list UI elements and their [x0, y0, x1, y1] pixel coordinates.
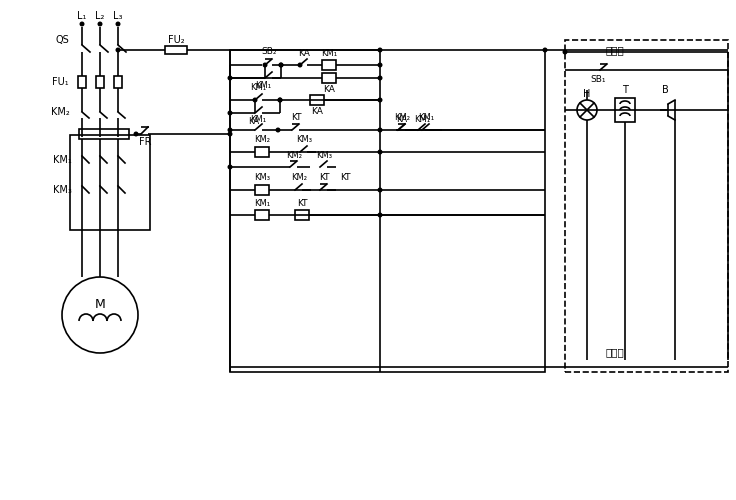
- Bar: [79, 129, 129, 139]
- Text: QS: QS: [55, 35, 69, 45]
- Circle shape: [263, 62, 267, 68]
- Text: KT: KT: [291, 114, 301, 122]
- Bar: [70, 135, 150, 230]
- Circle shape: [378, 98, 383, 102]
- Bar: [295, 210, 309, 220]
- Text: KM₂: KM₂: [291, 174, 307, 182]
- Text: M: M: [95, 298, 105, 312]
- Circle shape: [227, 128, 233, 132]
- Bar: [255, 147, 269, 157]
- Text: KM₂: KM₂: [254, 136, 270, 144]
- Circle shape: [562, 50, 567, 54]
- Text: KM₁: KM₁: [53, 155, 71, 165]
- Text: L₃: L₃: [113, 11, 123, 21]
- Circle shape: [277, 98, 283, 102]
- Bar: [255, 185, 269, 195]
- Text: FU₂: FU₂: [168, 35, 184, 45]
- Text: KT: KT: [319, 174, 329, 182]
- Circle shape: [133, 132, 138, 136]
- Text: KM₃: KM₃: [52, 185, 71, 195]
- Bar: [310, 95, 324, 105]
- Text: KM₂: KM₂: [394, 114, 410, 122]
- Text: KA: KA: [311, 108, 323, 116]
- Text: KM₁: KM₁: [418, 114, 434, 122]
- Circle shape: [227, 164, 233, 170]
- Text: KM₁: KM₁: [250, 114, 266, 124]
- Text: KM₁: KM₁: [321, 48, 337, 58]
- Text: KM₃: KM₃: [254, 174, 270, 182]
- Text: KM₃: KM₃: [296, 136, 312, 144]
- Text: SB₂: SB₂: [261, 48, 277, 56]
- Text: KM₃: KM₃: [316, 150, 332, 160]
- Text: SB₁: SB₁: [590, 76, 606, 84]
- Text: KM₂: KM₂: [51, 107, 69, 117]
- Circle shape: [542, 48, 548, 52]
- Bar: [165, 46, 187, 54]
- Text: KA: KA: [249, 118, 260, 126]
- Circle shape: [378, 188, 383, 192]
- Circle shape: [79, 22, 85, 26]
- Circle shape: [227, 76, 233, 80]
- Text: FU₁: FU₁: [52, 77, 68, 87]
- Circle shape: [252, 98, 258, 102]
- Bar: [96, 76, 104, 88]
- Text: B: B: [662, 85, 668, 95]
- Text: KM₂: KM₂: [286, 150, 302, 160]
- Text: KM₁: KM₁: [414, 114, 430, 124]
- Bar: [322, 73, 336, 83]
- Circle shape: [227, 132, 233, 136]
- Circle shape: [378, 212, 383, 218]
- Text: KM₁: KM₁: [250, 84, 266, 92]
- Text: KA: KA: [323, 86, 335, 94]
- Circle shape: [97, 22, 102, 26]
- Circle shape: [378, 128, 383, 132]
- Text: 控制室: 控制室: [606, 347, 624, 357]
- Circle shape: [278, 62, 283, 68]
- Text: KA: KA: [397, 114, 408, 124]
- Text: KT: KT: [340, 174, 350, 182]
- Bar: [78, 76, 86, 88]
- Bar: [114, 76, 122, 88]
- Circle shape: [378, 76, 383, 80]
- Bar: [615, 98, 635, 122]
- Circle shape: [275, 128, 280, 132]
- Text: T: T: [622, 85, 628, 95]
- Circle shape: [116, 22, 121, 26]
- Circle shape: [278, 62, 283, 68]
- Circle shape: [378, 150, 383, 154]
- Circle shape: [116, 48, 121, 52]
- Text: KT: KT: [297, 198, 307, 207]
- Circle shape: [378, 62, 383, 68]
- Text: KM₁: KM₁: [254, 198, 270, 207]
- Circle shape: [297, 62, 302, 68]
- Circle shape: [227, 110, 233, 116]
- Bar: [322, 60, 336, 70]
- Circle shape: [277, 98, 283, 102]
- Text: KA: KA: [298, 48, 310, 58]
- Text: L₂: L₂: [96, 11, 105, 21]
- Bar: [230, 50, 545, 372]
- Text: 信号灯: 信号灯: [606, 45, 624, 55]
- Text: FR: FR: [139, 137, 152, 147]
- Bar: [255, 210, 269, 220]
- Text: KM₁: KM₁: [255, 82, 271, 90]
- Bar: [565, 40, 728, 372]
- Text: L₁: L₁: [77, 11, 87, 21]
- Circle shape: [378, 48, 383, 52]
- Text: H: H: [584, 89, 591, 99]
